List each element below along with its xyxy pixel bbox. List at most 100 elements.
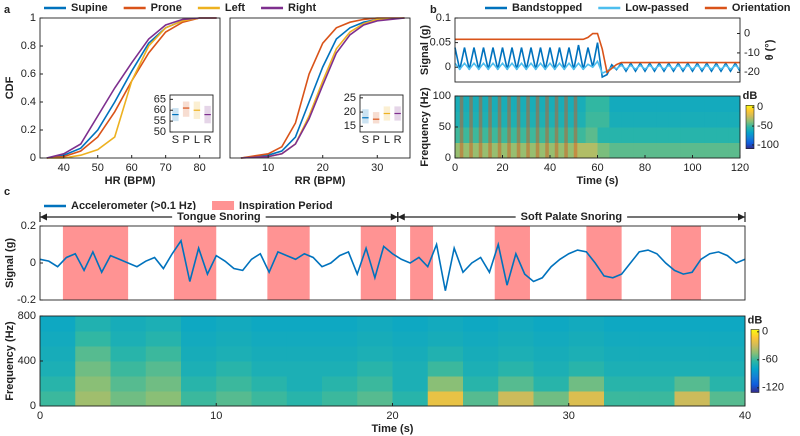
heatmap-cell: [568, 361, 605, 377]
series-line: [46, 17, 217, 159]
heatmap-cell: [533, 376, 570, 392]
heatmap-cell: [550, 96, 563, 112]
heatmap-cell: [656, 127, 670, 143]
x-tick-label: P: [372, 134, 379, 146]
heatmap-cell: [692, 127, 705, 143]
y-tick-label: 0: [30, 152, 36, 164]
heatmap-cell: [609, 111, 622, 128]
legend-label: Supine: [71, 2, 108, 14]
heatmap-cell: [585, 96, 598, 112]
x-tick-label: S: [362, 134, 369, 146]
heatmap-cell: [609, 127, 622, 143]
plot-frame: [359, 94, 404, 133]
heatmap-cell: [427, 346, 464, 362]
bracket-arrow: [738, 213, 745, 221]
heatmap-cell: [597, 127, 610, 143]
heatmap-cell: [533, 346, 570, 362]
plot-frame: [229, 17, 411, 159]
heatmap-cell: [181, 346, 217, 362]
heatmap-cell: [357, 391, 393, 407]
span: [507, 96, 511, 158]
heatmap-cell: [322, 376, 358, 392]
heatmap-cell: [585, 142, 598, 159]
plot-frame: [454, 17, 741, 83]
heatmap-cell: [668, 111, 682, 128]
span: [670, 226, 701, 300]
x-tick-label: 50: [92, 162, 104, 174]
heatmap-cell: [498, 316, 534, 332]
heatmap-cell: [538, 127, 551, 143]
heatmap-cell: [633, 111, 646, 128]
heatmap-cell: [656, 111, 670, 128]
heatmap-cell: [716, 127, 729, 143]
y-tick-label: 25: [344, 92, 356, 104]
heatmap-cell: [621, 111, 634, 128]
heatmap-cell: [668, 96, 682, 112]
heatmap-cell: [181, 316, 217, 332]
heatmap-cell: [639, 391, 675, 407]
heatmap-cell: [680, 96, 693, 112]
heatmap-cell: [561, 127, 575, 143]
heatmap-cell: [533, 331, 570, 347]
heatmap-cell: [568, 376, 605, 392]
legend-label: Bandstopped: [512, 2, 582, 14]
heatmap-cell: [621, 127, 634, 143]
span: [535, 96, 540, 158]
heatmap-cell: [490, 142, 503, 159]
heatmap-cell: [561, 111, 575, 128]
inset-background: [170, 95, 213, 132]
heatmap-cell: [455, 96, 468, 112]
span: [410, 226, 434, 300]
heatmap-cell: [498, 346, 534, 362]
heatmap-cell: [392, 331, 429, 347]
heatmap-cell: [674, 316, 711, 332]
heatmap-cell: [463, 391, 499, 407]
heatmap-cell: [75, 346, 111, 362]
heatmap-cell: [502, 96, 515, 112]
annotation: Soft Palate Snoring: [521, 211, 622, 223]
y-tick-label: 55: [154, 115, 166, 127]
heatmap-cell: [498, 376, 534, 392]
heatmap-cell: [704, 142, 717, 159]
heatmap-cell: [75, 391, 111, 407]
heatmap-cell: [645, 111, 658, 128]
heatmap-cell: [251, 361, 288, 377]
y-tick-label: 0.05: [430, 37, 451, 49]
heatmap-cell: [392, 316, 429, 332]
bracket-arrow: [390, 213, 398, 221]
colorbar: [750, 329, 760, 393]
span: [564, 96, 568, 158]
colorbar-tick-label: -100: [757, 139, 779, 151]
heatmap-cell: [145, 391, 182, 407]
heatmap-cell: [145, 361, 182, 377]
y-tick-label: 0.6: [21, 68, 36, 80]
span: [459, 96, 464, 158]
series-line: [454, 42, 741, 79]
heatmap-cell: [478, 96, 492, 112]
annotation: Tongue Snoring: [177, 211, 261, 223]
heatmap-cell: [110, 391, 147, 407]
heatmap-cell: [490, 96, 503, 112]
heatmap-cell: [668, 127, 682, 143]
heatmap-cell: [728, 142, 741, 159]
box: [372, 112, 380, 124]
heatmap-cell: [145, 316, 182, 332]
y-tick-label: 0.2: [21, 220, 36, 232]
series-line: [240, 17, 405, 159]
heatmap-cell: [639, 331, 675, 347]
heatmap-cell: [597, 111, 610, 128]
colorbar: [745, 105, 755, 150]
panel-label: a: [4, 4, 11, 16]
annotation-background: [172, 210, 266, 224]
heatmap-cell: [40, 346, 76, 362]
colorbar-tick-label: 0: [762, 326, 768, 338]
panel-label: c: [4, 186, 10, 198]
heatmap-cell: [466, 111, 480, 128]
series-line: [454, 59, 741, 75]
heatmap-cell: [478, 142, 492, 159]
y-tick-label: 0: [445, 152, 451, 164]
heatmap-cell: [40, 391, 76, 407]
y2-axis-label: θ (°): [764, 39, 776, 60]
span: [267, 226, 310, 300]
span: [573, 96, 578, 158]
